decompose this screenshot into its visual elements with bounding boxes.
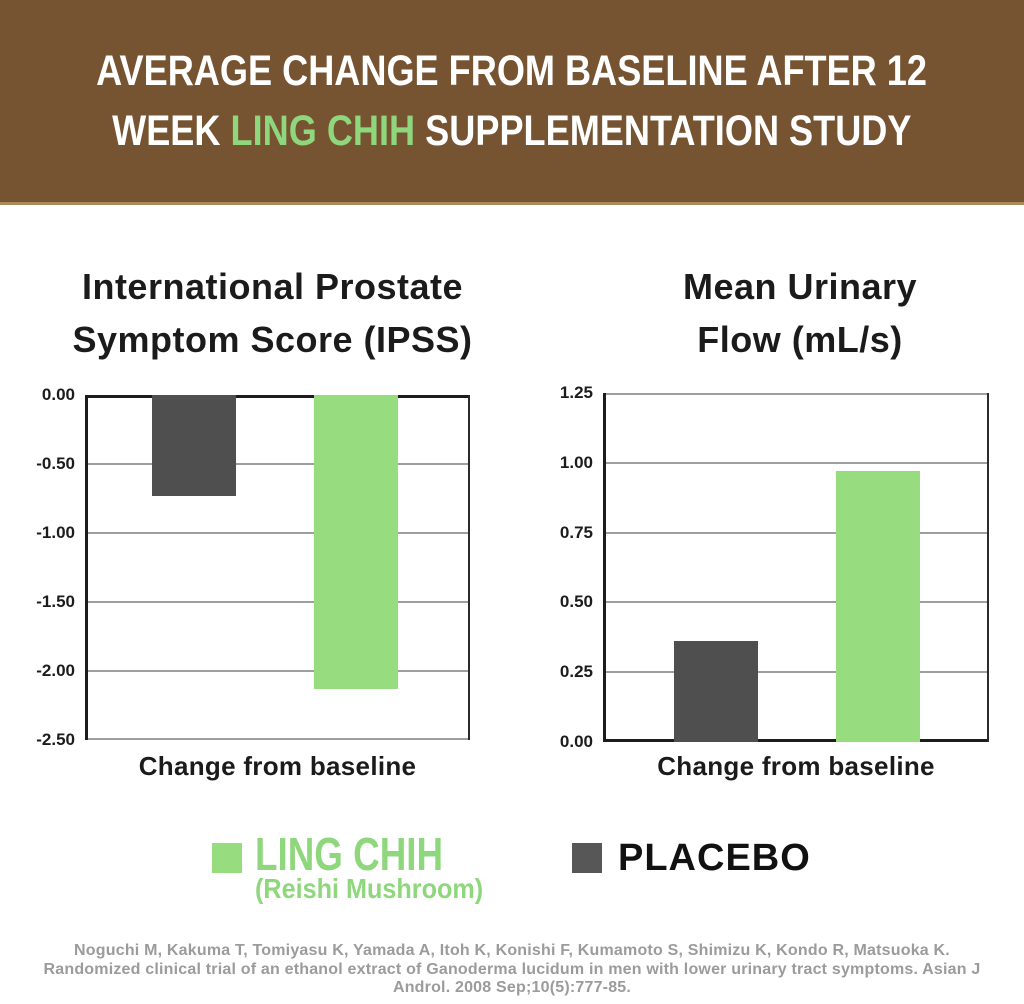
y-tick-label: -0.50 (36, 454, 75, 473)
legend-placebo-swatch (572, 843, 602, 873)
chart1-plot-area: 0.00 -0.50 -1.00 -1.50 -2.00 -2.50 (36, 385, 470, 749)
citation-line3: Androl. 2008 Sep;10(5):777-85. (392, 979, 632, 996)
y-tick-label: -2.00 (36, 661, 75, 680)
y-tick-label: 0.00 (41, 385, 75, 404)
legend-ling-chih-swatch (212, 843, 242, 873)
chart1-title: International Prostate Symptom Score (IP… (55, 260, 490, 366)
gridline (88, 601, 468, 603)
bar-ling-chih (313, 395, 398, 689)
y-tick-label: -1.00 (36, 523, 75, 542)
chart2-xaxis-label: Change from baseline (657, 751, 935, 781)
header-title-line1-wrap: AVERAGE CHANGE FROM BASELINE AFTER 12 (17, 45, 1006, 97)
header-banner: AVERAGE CHANGE FROM BASELINE AFTER 12 WE… (0, 0, 1024, 205)
header-line2-suffix: SUPPLEMENTATION STUDY (415, 107, 912, 155)
bar-placebo (152, 395, 237, 496)
y-tick-label: -2.50 (36, 730, 75, 749)
axis-zero-line (88, 395, 468, 398)
header-title-line1: AVERAGE CHANGE FROM BASELINE AFTER 12 (96, 47, 928, 95)
chart2-title-line2: Flow (mL/s) (697, 319, 903, 360)
chart1-title-line2: Symptom Score (IPSS) (72, 319, 473, 360)
y-tick-label: 1.25 (559, 383, 593, 402)
gridline (88, 463, 468, 465)
y-tick-label: -1.50 (36, 592, 75, 611)
chart1-title-line1: International Prostate (81, 266, 464, 307)
legend-ling-chih-sublabel: (Reishi Mushroom) (255, 873, 484, 904)
chart2-plot-area: 1.25 1.00 0.75 0.50 0.25 0.00 (560, 383, 989, 751)
chart1-xaxis-label: Change from baseline (138, 751, 417, 781)
chart2-title: Mean Urinary Flow (mL/s) (585, 260, 1015, 366)
legend-placebo-label: PLACEBO (618, 837, 811, 879)
axis-zero-line (606, 739, 987, 742)
gridline (606, 531, 987, 534)
header-line2-highlight: LING CHIH (230, 107, 416, 155)
y-tick-label: 0.75 (559, 522, 593, 542)
bar-ling-chih (836, 471, 921, 742)
y-tick-label: 0.00 (559, 732, 593, 751)
header-title-line2: WEEK LING CHIH SUPPLEMENTATION STUDY (112, 105, 911, 157)
bar-placebo (673, 641, 758, 742)
header-line2-prefix: WEEK (112, 107, 231, 155)
gridline (88, 738, 468, 740)
chart2-title-line1: Mean Urinary (682, 266, 918, 307)
citation-line2: Randomized clinical trial of an ethanol … (43, 960, 981, 978)
legend-ling-chih-label: LING CHIH (255, 828, 444, 880)
y-tick-label: 1.00 (559, 452, 593, 472)
y-tick-label: 0.25 (559, 662, 593, 682)
citation-line1: Noguchi M, Kakuma T, Tomiyasu K, Yamada … (74, 942, 950, 959)
gridline (606, 461, 987, 464)
gridline (606, 671, 987, 674)
gridline (88, 532, 468, 534)
y-tick-label: 0.50 (559, 592, 593, 612)
header-title-line2-wrap: WEEK LING CHIH SUPPLEMENTATION STUDY (36, 105, 988, 157)
gridline (606, 601, 987, 604)
gridline (606, 393, 987, 395)
gridline (88, 670, 468, 672)
citation: Noguchi M, Kakuma T, Tomiyasu K, Yamada … (0, 942, 1024, 998)
